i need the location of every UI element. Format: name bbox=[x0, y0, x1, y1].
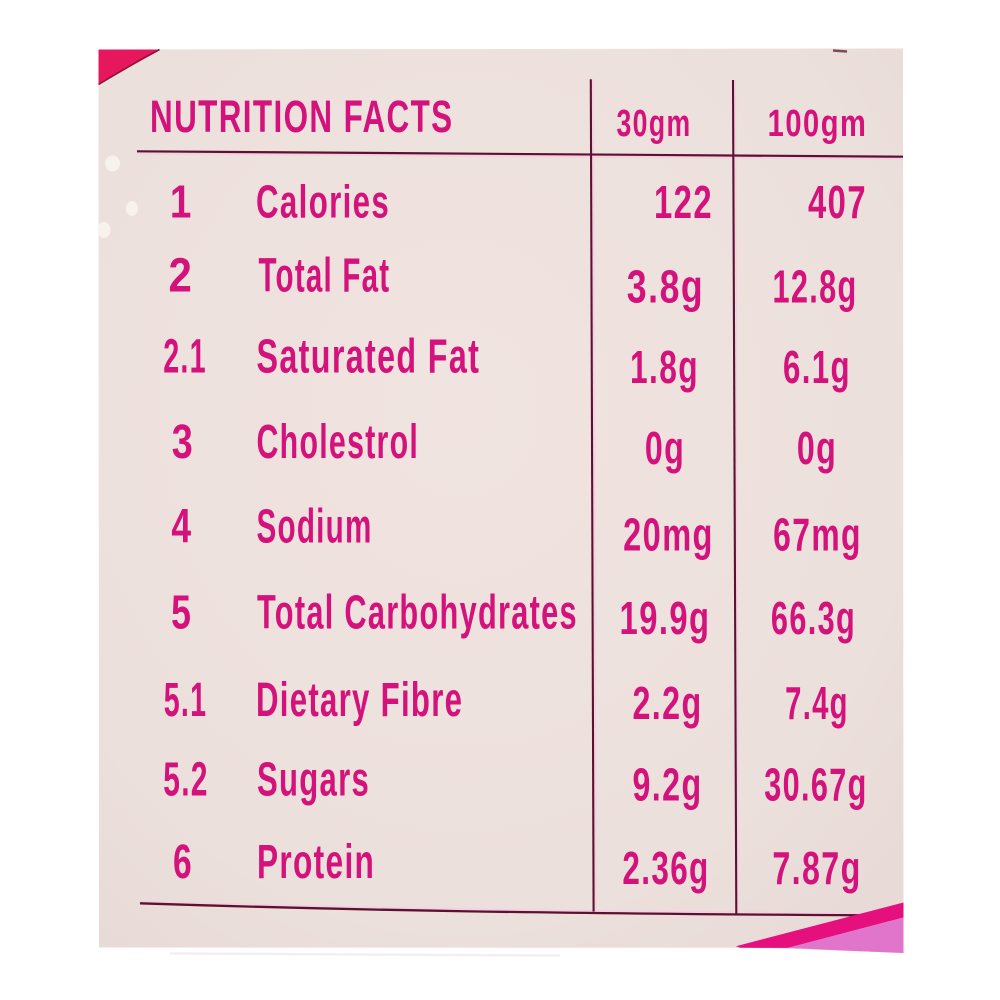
svg-text:2.1: 2.1 bbox=[163, 330, 207, 383]
svg-text:Total Carbohydrates: Total Carbohydrates bbox=[257, 586, 578, 640]
svg-text:3: 3 bbox=[172, 416, 195, 469]
svg-text:100gm: 100gm bbox=[768, 102, 868, 145]
svg-text:2.2g: 2.2g bbox=[632, 678, 702, 729]
svg-text:0g: 0g bbox=[797, 423, 837, 474]
svg-text:Sodium: Sodium bbox=[257, 500, 373, 553]
svg-text:122: 122 bbox=[654, 178, 713, 229]
svg-text:3.8g: 3.8g bbox=[627, 261, 704, 312]
svg-text:Total Fat: Total Fat bbox=[259, 249, 391, 302]
svg-text:7.4g: 7.4g bbox=[785, 678, 849, 729]
svg-text:NUTRITION FACTS: NUTRITION FACTS bbox=[150, 92, 454, 142]
svg-text:5.2: 5.2 bbox=[163, 754, 208, 807]
svg-text:Calories: Calories bbox=[256, 177, 390, 228]
svg-text:1.8g: 1.8g bbox=[630, 342, 699, 393]
svg-text:66.3g: 66.3g bbox=[771, 594, 856, 645]
svg-text:1: 1 bbox=[170, 176, 193, 227]
svg-text:5.1: 5.1 bbox=[164, 673, 207, 726]
svg-text:Cholestrol: Cholestrol bbox=[257, 415, 420, 469]
svg-text:407: 407 bbox=[808, 178, 867, 229]
svg-text:6: 6 bbox=[173, 834, 193, 888]
svg-text:Dietary Fibre: Dietary Fibre bbox=[256, 672, 463, 727]
svg-text:2.36g: 2.36g bbox=[622, 843, 709, 894]
svg-text:9.2g: 9.2g bbox=[632, 760, 702, 811]
svg-text:30.67g: 30.67g bbox=[764, 760, 867, 811]
svg-text:Saturated Fat: Saturated Fat bbox=[257, 329, 481, 383]
svg-text:Protein: Protein bbox=[257, 834, 375, 888]
svg-text:7.87g: 7.87g bbox=[772, 843, 861, 894]
svg-text:67mg: 67mg bbox=[773, 510, 862, 561]
svg-text:Sugars: Sugars bbox=[257, 752, 370, 807]
svg-text:30gm: 30gm bbox=[616, 101, 691, 144]
svg-text:6.1g: 6.1g bbox=[783, 342, 851, 393]
svg-text:5: 5 bbox=[171, 585, 192, 638]
svg-text:20mg: 20mg bbox=[623, 510, 714, 561]
svg-text:12.8g: 12.8g bbox=[772, 262, 857, 313]
svg-text:2: 2 bbox=[168, 248, 193, 302]
svg-text:19.9g: 19.9g bbox=[620, 594, 711, 645]
svg-text:4: 4 bbox=[171, 499, 192, 552]
svg-text:0g: 0g bbox=[645, 423, 685, 474]
